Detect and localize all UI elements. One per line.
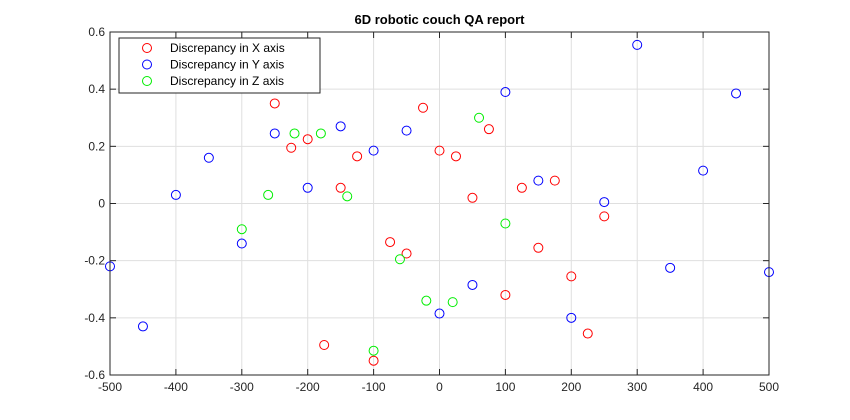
data-point [434,308,445,319]
y-tick-label: 0.4 [88,82,105,96]
data-point [698,165,709,176]
data-point [352,151,363,162]
grid [110,32,769,375]
legend-box [118,37,321,94]
data-point [236,238,247,249]
data-point [434,145,445,156]
data-point [269,98,280,109]
data-point [467,192,478,203]
data-point [500,289,511,300]
x-tick-label: 200 [561,380,581,394]
x-tick-label: -400 [164,380,188,394]
data-point [137,321,148,332]
data-point [582,328,593,339]
data-point [483,124,494,135]
y-tick-label: -0.6 [84,368,105,382]
data-point [335,121,346,132]
legend: Discrepancy in X axis Discrepancy in Y ax… [118,37,321,94]
y-tick-label: -0.4 [84,311,105,325]
data-point [368,355,379,366]
data-point [533,242,544,253]
data-point [289,128,300,139]
data-point [665,262,676,273]
data-point [269,128,280,139]
data-point [516,182,527,193]
data-point [203,152,214,163]
data-point [566,312,577,323]
data-point [450,151,461,162]
x-tick-label: -100 [362,380,386,394]
x-tick-label: 0 [436,380,443,394]
data-point [335,182,346,193]
data-point [632,39,643,50]
data-points [105,39,774,366]
data-point [401,125,412,136]
data-point [263,189,274,200]
y-tick-label: -0.2 [84,254,105,268]
data-point [368,145,379,156]
data-point [385,237,396,248]
x-tick-label: -500 [98,380,122,394]
y-tick-label: 0.2 [88,139,105,153]
legend-marker [142,43,152,53]
series-3 [236,112,511,356]
data-point [500,218,511,229]
series-2 [105,39,774,332]
data-point [500,87,511,98]
data-point [236,224,247,235]
data-point [599,197,610,208]
axis-ticks [109,31,770,376]
data-point [319,339,330,350]
data-point [368,345,379,356]
y-tick-label: 0 [98,197,105,211]
x-tick-label: 400 [693,380,713,394]
data-point [566,271,577,282]
x-tick-label: 100 [495,380,515,394]
data-point [447,297,458,308]
legend-label: Discrepancy in X axis [170,41,285,55]
x-tick-label: 500 [759,380,779,394]
data-point [474,112,485,123]
data-point [286,142,297,153]
tick-labels: -500 -400 -300 -200 -100 0 100 200 300 400 500 -0.6… [84,25,779,394]
x-tick-label: 300 [627,380,647,394]
data-point [418,102,429,113]
data-point [731,88,742,99]
chart-title: 6D robotic couch QA report [355,12,526,27]
data-point [170,189,181,200]
legend-marker [142,76,152,86]
x-tick-label: -300 [230,380,254,394]
data-point [599,211,610,222]
x-tick-label: -200 [296,380,320,394]
data-point [394,254,405,265]
y-tick-label: 0.6 [88,25,105,39]
data-point [401,248,412,259]
data-point [302,134,313,145]
legend-label: Discrepancy in Y axis [170,58,284,72]
data-point [302,182,313,193]
data-point [467,279,478,290]
data-point [342,191,353,202]
data-point [421,295,432,306]
data-point [533,175,544,186]
legend-label: Discrepancy in Z axis [170,74,284,88]
data-point [315,128,326,139]
data-point [549,175,560,186]
legend-marker [142,59,152,70]
series-1 [269,98,610,366]
